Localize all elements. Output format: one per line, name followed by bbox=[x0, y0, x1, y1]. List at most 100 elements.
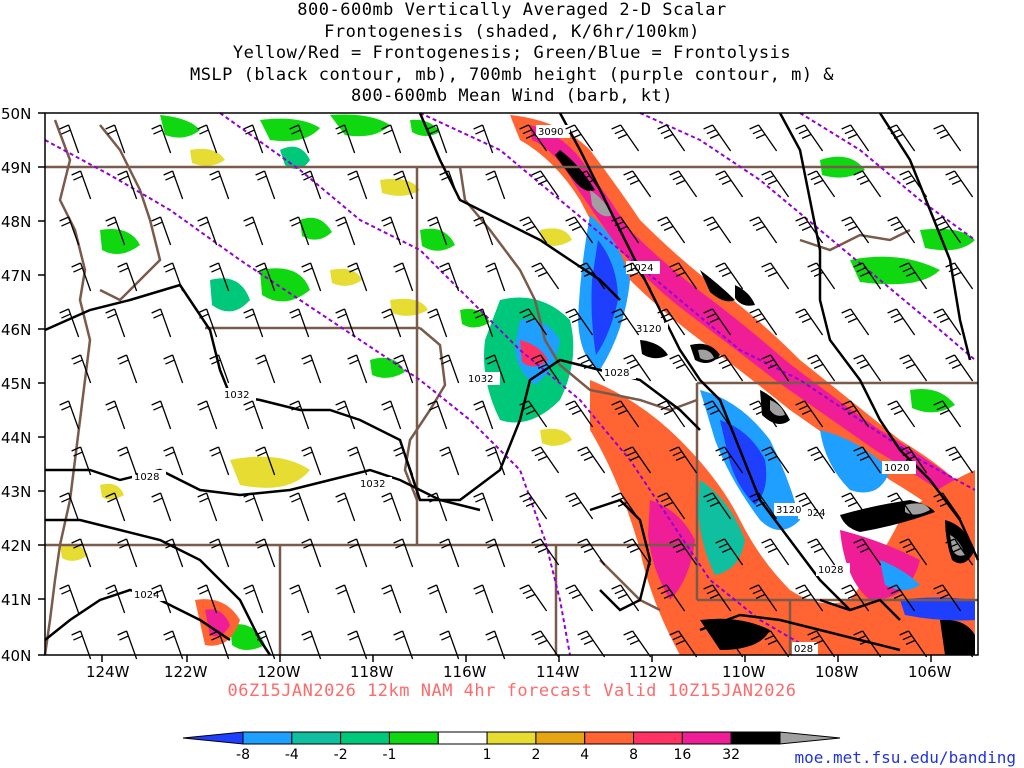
wind-barb bbox=[577, 354, 606, 382]
wind-barb bbox=[381, 492, 402, 522]
wind-barb bbox=[761, 538, 790, 566]
wind-barb bbox=[749, 216, 778, 244]
wind-barb bbox=[565, 492, 594, 520]
wind-barb bbox=[381, 308, 402, 338]
wind-barb bbox=[703, 584, 732, 612]
wind-barb bbox=[611, 124, 640, 152]
wind-barb bbox=[439, 262, 460, 292]
mslp-label: 028 bbox=[794, 644, 813, 655]
title-line-5: 800-600mb Mean Wind (barb, kt) bbox=[350, 86, 674, 106]
lon-label: 106W bbox=[908, 663, 952, 681]
wind-barb bbox=[105, 124, 126, 154]
mslp-label: 1028 bbox=[818, 565, 843, 576]
mslp-contours bbox=[44, 112, 980, 656]
mslp-label: 1032 bbox=[360, 479, 385, 490]
wind-barb bbox=[531, 538, 560, 566]
wind-barb bbox=[335, 492, 356, 522]
wind-barb bbox=[945, 262, 974, 290]
wind-barb bbox=[899, 446, 928, 474]
wind-barb bbox=[807, 262, 836, 290]
wind-barb bbox=[933, 584, 962, 612]
wind-barb bbox=[427, 216, 448, 246]
wind-barb bbox=[427, 400, 448, 430]
wind-barb bbox=[887, 216, 916, 244]
wind-barb bbox=[163, 262, 184, 292]
wind-barb bbox=[485, 262, 506, 292]
title-line-2: Frontogenesis (shaded, K/6hr/100km) bbox=[324, 21, 700, 42]
wind-barb bbox=[427, 584, 448, 614]
lon-label: 124W bbox=[86, 663, 130, 681]
wind-barb bbox=[945, 630, 974, 658]
wind-barb bbox=[887, 492, 916, 520]
wind-barb bbox=[393, 538, 414, 568]
wind-barb bbox=[393, 170, 414, 200]
wind-barb bbox=[289, 492, 310, 522]
colorbar-max-arrow bbox=[779, 731, 841, 745]
wind-barb bbox=[301, 446, 322, 476]
wind-barb bbox=[623, 538, 652, 566]
wind-barb bbox=[749, 124, 778, 152]
wind-barb bbox=[715, 262, 744, 290]
wind-barb bbox=[289, 216, 310, 246]
wind-barb bbox=[255, 170, 276, 200]
lat-label: 46N bbox=[1, 321, 31, 339]
wind-barb bbox=[945, 538, 974, 566]
wind-barb bbox=[715, 630, 744, 658]
wind-barb bbox=[669, 446, 698, 474]
lat-label: 44N bbox=[1, 429, 31, 447]
wind-barb bbox=[485, 354, 506, 384]
colorbar-tick-label: 8 bbox=[629, 747, 638, 763]
lon-label: 116W bbox=[443, 663, 487, 681]
wind-barb bbox=[577, 170, 606, 198]
wind-barb bbox=[761, 262, 790, 290]
wind-barb bbox=[151, 492, 172, 522]
colorbar-box bbox=[242, 731, 293, 745]
wind-barb bbox=[209, 170, 230, 200]
wind-barb bbox=[611, 584, 640, 612]
wind-barb bbox=[853, 630, 882, 658]
colorbar-tick-label: -2 bbox=[334, 747, 348, 763]
lon-label: 122W bbox=[164, 663, 208, 681]
wind-barb bbox=[795, 492, 824, 520]
colorbar-box bbox=[584, 731, 635, 745]
wind-barb bbox=[623, 446, 652, 474]
wind-barb bbox=[669, 538, 698, 566]
wind-barb bbox=[841, 216, 870, 244]
lon-label: 118W bbox=[350, 663, 394, 681]
lon-label: 108W bbox=[815, 663, 859, 681]
lat-label: 43N bbox=[1, 483, 31, 501]
longitude-axis: 124W 122W 120W 118W 116W 114W 112W 110W … bbox=[86, 655, 952, 681]
lon-label: 120W bbox=[257, 663, 301, 681]
wind-barb bbox=[899, 170, 928, 198]
wind-barb bbox=[899, 262, 928, 290]
wind-barb bbox=[565, 216, 594, 244]
wind-barb bbox=[59, 584, 80, 614]
wind-barb bbox=[933, 400, 962, 428]
wind-barb bbox=[899, 630, 928, 658]
lat-label: 49N bbox=[1, 159, 31, 177]
height-label: 3120 bbox=[776, 505, 801, 516]
wind-barb bbox=[611, 308, 640, 336]
title-line-3: Yellow/Red = Frontogenesis; Green/Blue =… bbox=[232, 43, 792, 63]
height-label: 3090 bbox=[538, 127, 563, 138]
wind-barb bbox=[807, 630, 836, 658]
wind-barb bbox=[255, 354, 276, 384]
wind-barb bbox=[807, 354, 836, 382]
wind-barb bbox=[59, 400, 80, 430]
wind-barb bbox=[59, 492, 80, 522]
wind-barb bbox=[565, 584, 594, 612]
wind-barb bbox=[945, 170, 974, 198]
wind-barb bbox=[887, 308, 916, 336]
wind-barb bbox=[669, 170, 698, 198]
wind-barb bbox=[197, 216, 218, 246]
contour-labels: 1032 1032 1032 1028 1028 1024 1024 1024 … bbox=[132, 125, 916, 655]
wind-barb bbox=[105, 308, 126, 338]
wind-barb bbox=[577, 262, 606, 290]
wind-barb bbox=[59, 308, 80, 338]
wind-barb bbox=[289, 400, 310, 430]
wind-barb bbox=[301, 354, 322, 384]
lat-label: 41N bbox=[1, 591, 31, 609]
wind-barb bbox=[749, 584, 778, 612]
wind-barb bbox=[473, 216, 494, 246]
wind-barb bbox=[335, 584, 356, 614]
